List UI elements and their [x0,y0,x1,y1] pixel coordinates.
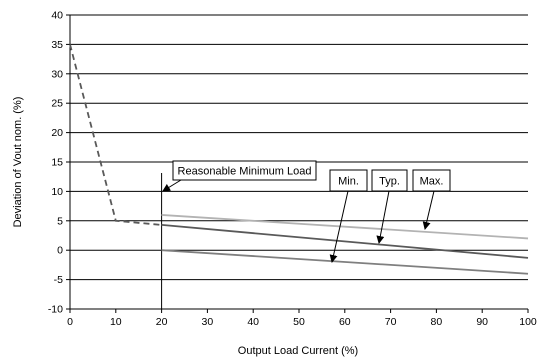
series-lines [69,44,529,275]
y-tick-label: 35 [51,39,63,51]
y-tick-label: -10 [48,304,63,316]
typ-arrow [376,190,390,244]
min-callout-text: Min. [338,176,359,188]
series-line-max [161,214,529,240]
y-tick-label: 25 [51,98,63,110]
reasonable-minimum-load-callout-box [172,160,317,181]
y-axis-title: Deviation of Vout nom. (%) [12,97,24,228]
series-line-typ [161,224,529,259]
series-line-dashed-low-load [69,44,162,226]
x-tick-label: 0 [67,316,73,328]
typ-callout-box [371,169,408,192]
y-tick-label: -5 [54,274,63,286]
x-tick-label: 80 [431,316,443,328]
x-axis-title: Output Load Current (%) [238,345,358,357]
y-tick-label: 0 [57,245,63,257]
y-tick-label: 20 [51,127,63,139]
y-tick-label: 15 [51,157,63,169]
reasonable-minimum-load-callout-text: Reasonable Minimum Load [178,166,312,178]
y-tick-label: 40 [51,10,63,22]
x-tick-label: 100 [519,316,537,328]
max-callout-text: Max. [420,176,444,188]
x-tick-label: 50 [293,316,305,328]
x-tick-label: 70 [385,316,397,328]
reasonable-minimum-load-arrow [162,179,182,192]
annotations: Reasonable Minimum Load Min. Typ. Max. [162,160,451,263]
series-line-min [161,249,529,275]
y-tick-label: 5 [57,215,63,227]
max-arrow [422,190,435,230]
typ-callout-text: Typ. [379,176,400,188]
y-tick-label: 10 [51,186,63,198]
x-tick-label: 60 [339,316,351,328]
x-tick-label: 10 [110,316,122,328]
x-tick-label: 90 [476,316,488,328]
min-arrow [329,190,349,263]
x-tick-label: 30 [202,316,214,328]
axes: -10 -5 0 5 10 15 20 25 30 35 40 0 10 20 30 40 50 60 70 80 90… [48,10,537,329]
max-callout-box [412,169,451,192]
min-callout-box [329,169,368,192]
x-tick-label: 40 [247,316,259,328]
x-tick-label: 20 [156,316,168,328]
y-tick-label: 30 [51,68,63,80]
grid-lines [70,14,528,281]
